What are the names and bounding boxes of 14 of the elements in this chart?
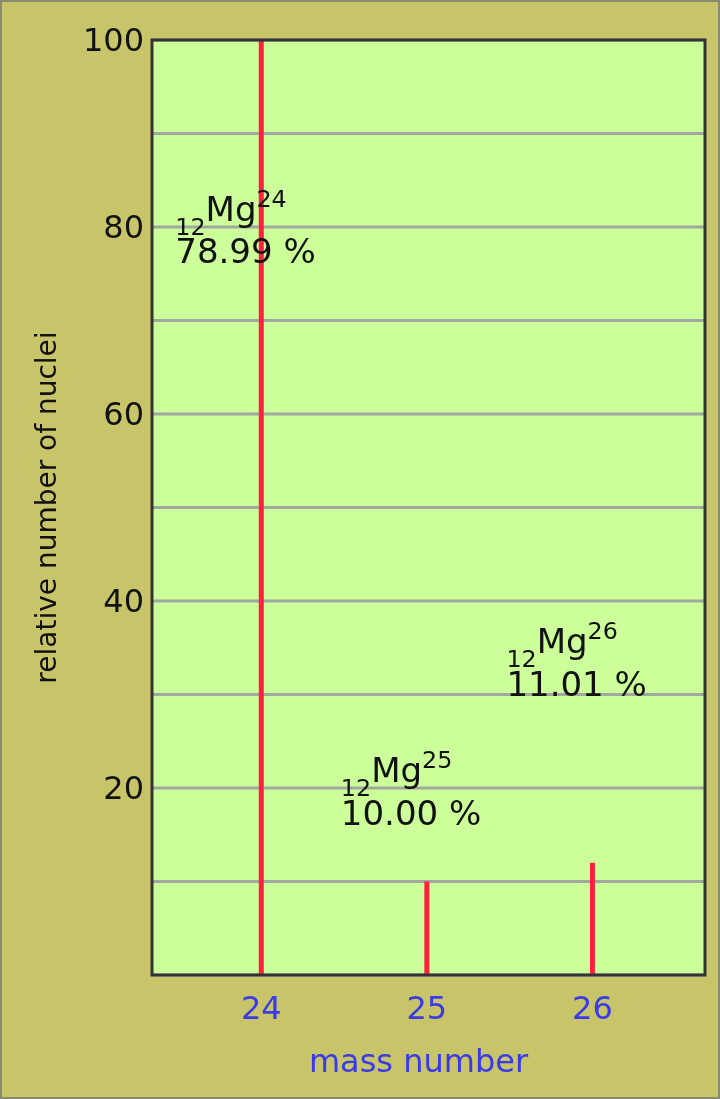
x-axis-title: mass number (308, 1042, 529, 1080)
x-tick-label: 24 (240, 989, 282, 1027)
y-axis-title: relative number of nuclei (30, 331, 63, 684)
y-tick-label: 80 (103, 208, 144, 247)
annotation: $_{12}$Mg$^{25}$ 10.00 % (340, 746, 482, 833)
y-tick-label: 100 (82, 21, 144, 60)
x-tick-label: 26 (572, 989, 613, 1027)
y-tick-label: 40 (103, 582, 144, 621)
bar (424, 881, 430, 975)
bar (589, 862, 595, 975)
y-tick-label: 20 (103, 769, 144, 808)
annotation: $_{12}$Mg$^{26}$ 11.01 % (506, 617, 647, 704)
x-tick-label: 25 (406, 989, 448, 1027)
y-tick-label: 60 (103, 395, 144, 434)
